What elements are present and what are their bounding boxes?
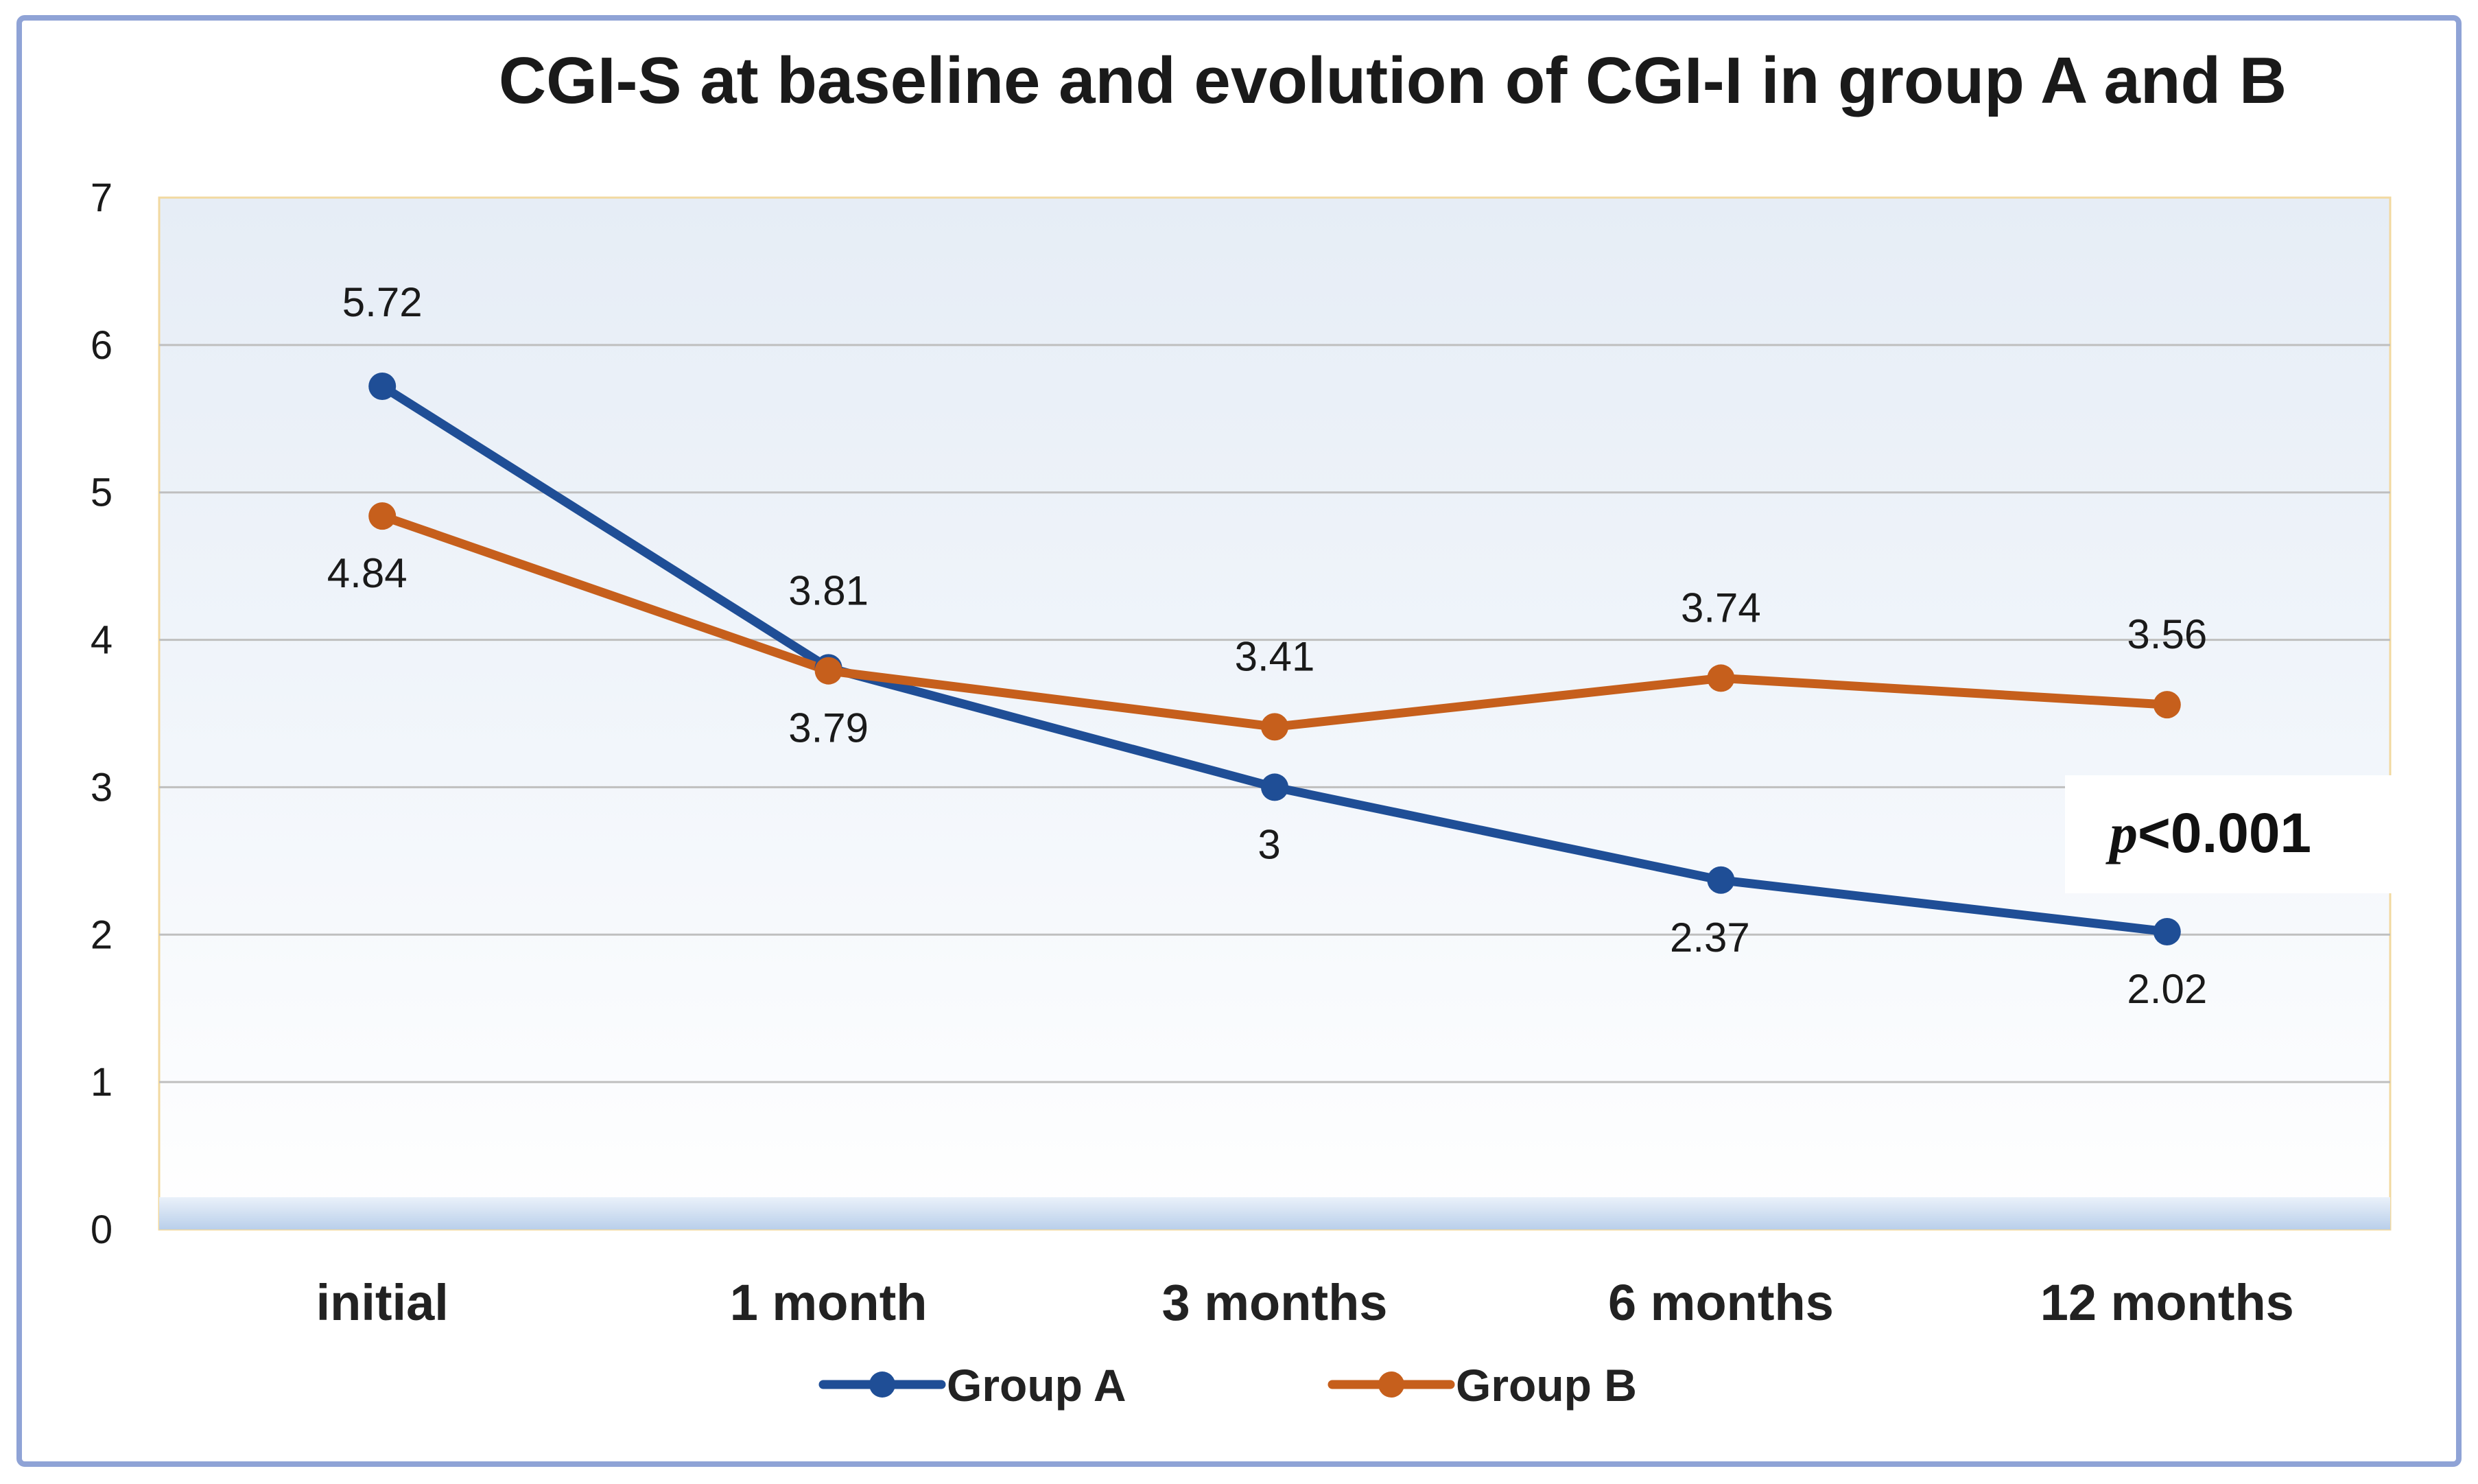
annotation-value: <0.001 <box>2138 802 2311 864</box>
data-label: 5.72 <box>342 279 423 325</box>
annotation-box <box>2065 775 2441 893</box>
legend-swatch-marker <box>1378 1371 1404 1398</box>
y-tick-label: 0 <box>91 1208 113 1252</box>
y-tick-label: 3 <box>91 765 113 810</box>
data-point <box>1261 773 1288 801</box>
data-point <box>368 502 397 530</box>
data-label: 2.37 <box>1670 915 1750 961</box>
data-label: 2.02 <box>2127 966 2207 1012</box>
data-label: 3.79 <box>788 705 869 751</box>
y-tick-label: 6 <box>91 323 113 368</box>
data-labels: 5.72 3.81 3 2.37 2.02 4.84 3.79 3.41 3.74 3.56 <box>327 279 2207 1012</box>
legend-label: Group A <box>947 1360 1126 1411</box>
y-tick-label: 7 <box>91 176 113 220</box>
data-label: 3.56 <box>2127 611 2207 657</box>
data-point <box>814 657 842 685</box>
x-axis-ticks: initial 1 month 3 months 6 months 12 months <box>316 1274 2294 1331</box>
data-label: 3.81 <box>788 567 869 613</box>
data-point <box>1707 866 1735 894</box>
legend: Group A Group B <box>818 1360 1637 1411</box>
legend-item-group-b: Group B <box>1328 1360 1637 1411</box>
legend-item-group-a: Group A <box>818 1360 1126 1411</box>
plot-floor <box>159 1197 2390 1229</box>
x-tick-label: initial <box>316 1274 449 1331</box>
data-label: 4.84 <box>327 550 408 596</box>
data-point <box>2153 917 2181 945</box>
data-point <box>1707 664 1735 692</box>
annotation-italic: p <box>2105 802 2138 864</box>
y-tick-label: 4 <box>91 618 113 663</box>
legend-label: Group B <box>1456 1360 1637 1411</box>
x-tick-label: 12 months <box>2040 1274 2294 1331</box>
x-tick-label: 6 months <box>1608 1274 1834 1331</box>
p-value-annotation: p<0.001 <box>2065 775 2441 893</box>
x-tick-label: 1 month <box>730 1274 928 1331</box>
data-point <box>368 373 397 401</box>
y-tick-label: 1 <box>91 1060 113 1105</box>
legend-swatch-marker <box>869 1371 895 1398</box>
chart-title: CGI-S at baseline and evolution of CGI-I… <box>499 44 2287 117</box>
y-axis-ticks: 0 1 2 3 4 5 6 7 <box>91 176 113 1252</box>
data-label: 3.74 <box>1681 585 1761 631</box>
y-tick-label: 5 <box>91 471 113 515</box>
data-point <box>1261 713 1288 741</box>
data-label: 3 <box>1258 821 1280 867</box>
annotation-text: p<0.001 <box>2105 802 2311 864</box>
y-tick-label: 2 <box>91 912 113 957</box>
data-label: 3.41 <box>1235 633 1315 679</box>
data-point <box>2153 691 2181 719</box>
x-tick-label: 3 months <box>1162 1274 1388 1331</box>
series-lines <box>368 373 2181 945</box>
